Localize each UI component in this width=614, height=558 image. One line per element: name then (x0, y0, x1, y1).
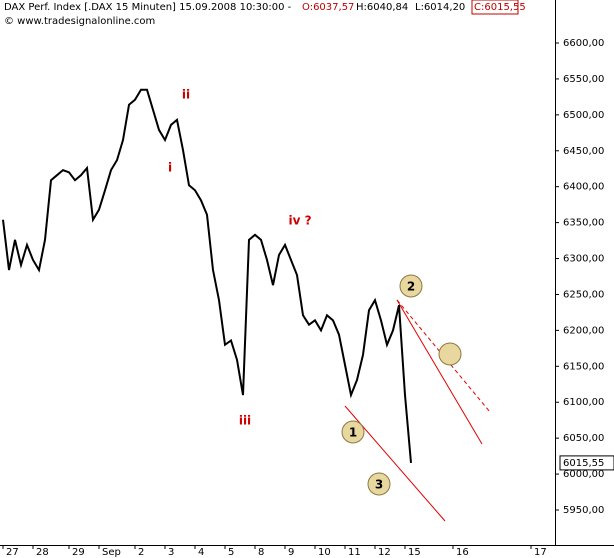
wave-label: iii (239, 414, 251, 428)
header-low: L:6014,20 (415, 2, 465, 13)
x-tick-label: 8 (258, 547, 264, 558)
last-price-box (559, 455, 614, 471)
y-tick-label: 6050,00 (563, 433, 604, 444)
y-tick-label: 6300,00 (563, 254, 604, 265)
x-tick-label: 4 (198, 547, 204, 558)
header-close: C:6015,55 (474, 2, 526, 13)
x-tick-label: 9 (288, 547, 294, 558)
x-tick-label: 29 (72, 547, 85, 558)
x-tick-label: 16 (456, 547, 469, 558)
empty-circle (438, 342, 462, 366)
x-tick-label: 27 (6, 547, 19, 558)
wave-circle-label: 3 (375, 478, 383, 492)
y-tick-label: 6600,00 (563, 38, 604, 49)
y-tick-label: 6550,00 (563, 74, 604, 85)
y-tick-label: 6350,00 (563, 218, 604, 229)
x-tick-label: 11 (348, 547, 361, 558)
wave-circle (399, 274, 423, 298)
close-box (471, 0, 519, 15)
x-tick-label: 28 (36, 547, 49, 558)
wave-label: ii (182, 88, 190, 102)
watermark: © www.tradesignalonline.com (4, 16, 155, 27)
price-line (2, 88, 412, 463)
wave-circle-label: 2 (407, 280, 415, 294)
header-title: DAX Perf. Index [.DAX 15 Minuten] 15.09.… (4, 2, 292, 13)
wave-circle (341, 420, 365, 444)
y-tick-label: 6150,00 (563, 361, 604, 372)
y-tick-label: 6200,00 (563, 325, 604, 336)
header-open: O:6037,57 (302, 2, 354, 13)
x-tick-label: 12 (378, 547, 391, 558)
header-high: H:6040,84 (356, 2, 408, 13)
x-tick-label: 15 (408, 547, 421, 558)
x-tick-label: 10 (318, 547, 331, 558)
y-tick-label: 6000,00 (563, 469, 604, 480)
y-tick-label: 6100,00 (563, 397, 604, 408)
y-tick-label: 6250,00 (563, 289, 604, 300)
x-tick-label: 17 (534, 547, 547, 558)
x-tick-label: Sep (102, 547, 121, 558)
trend-line (396, 299, 483, 445)
y-tick-label: 6500,00 (563, 110, 604, 121)
y-tick-label: 6450,00 (563, 146, 604, 157)
last-price-label: 6015,55 (563, 458, 604, 469)
y-tick-label: 5950,00 (563, 505, 604, 516)
wave-circle-label: 1 (349, 426, 357, 440)
wave-label: iv ? (288, 214, 311, 228)
x-tick-label: 2 (138, 547, 144, 558)
wave-circle (367, 472, 391, 496)
y-tick-label: 6400,00 (563, 182, 604, 193)
x-tick-label: 5 (228, 547, 234, 558)
x-tick-label: 3 (168, 547, 174, 558)
wave-label: i (168, 161, 172, 175)
